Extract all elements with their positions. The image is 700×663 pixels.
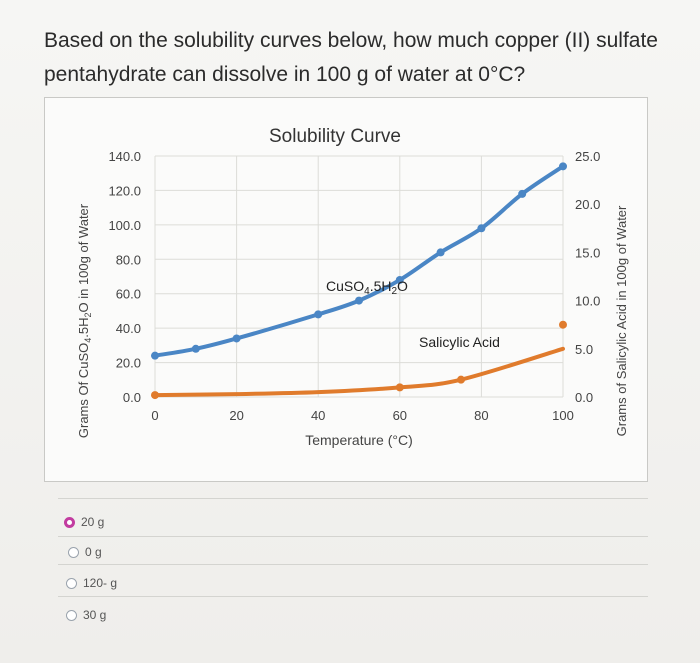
option-4[interactable]: 30 g xyxy=(66,608,106,622)
data-point-salicylic xyxy=(151,391,159,400)
y-left-tick-label: 120.0 xyxy=(108,183,141,198)
data-point-cuso4 xyxy=(518,189,527,198)
data-point-salicylic xyxy=(395,383,404,392)
y-left-label-c: O in 100g of Water xyxy=(76,203,91,312)
y-right-tick-label: 15.0 xyxy=(575,245,600,260)
chart-grid xyxy=(154,155,564,398)
option-4-label: 30 g xyxy=(83,608,107,622)
data-point-salicylic xyxy=(559,320,567,329)
y-axis-right-label: Grams of Salicylic Acid in 100g of Water xyxy=(614,205,629,436)
y-left-tick-label: 60.0 xyxy=(116,287,141,302)
answer-options: 20 g 0 g 120- g 30 g xyxy=(0,498,700,663)
option-1-radio[interactable] xyxy=(64,516,75,528)
y-left-tick-label: 40.0 xyxy=(116,321,141,336)
x-axis-label: Temperature (°C) xyxy=(305,432,413,448)
x-tick-label: 60 xyxy=(393,408,407,423)
chart-frame: 0 20 40 60 80 100 0.0 20.0 40.0 60.0 80.0 100.0 120.… xyxy=(44,97,648,482)
option-2[interactable]: 0 g xyxy=(68,545,102,559)
y-left-label-sub2: 2 xyxy=(83,313,93,318)
option-2-radio[interactable] xyxy=(68,546,79,558)
option-3[interactable]: 120- g xyxy=(66,576,117,590)
chart-title: Solubility Curve xyxy=(269,126,401,147)
data-point-cuso4 xyxy=(355,296,363,305)
y-right-tick-label: 0.0 xyxy=(575,390,593,405)
series-line-cuso4 xyxy=(153,164,565,358)
option-3-radio[interactable] xyxy=(66,577,77,589)
y-left-tick-label: 80.0 xyxy=(116,252,141,267)
y-left-label-b: .5H xyxy=(76,318,91,338)
y-right-tick-label: 5.0 xyxy=(575,342,593,357)
series-line-salicylic xyxy=(153,346,565,398)
data-point-cuso4 xyxy=(232,334,241,343)
annotation-salicylic: Salicylic Acid xyxy=(419,334,500,350)
data-point-cuso4 xyxy=(559,162,567,171)
option-2-label: 0 g xyxy=(85,545,102,559)
y-left-tick-label: 140.0 xyxy=(108,149,141,164)
x-tick-label: 40 xyxy=(311,408,325,423)
y-axis-left-label: Grams Of CuSO4.5H2O in 100g of Water xyxy=(76,203,93,438)
x-tick-label: 100 xyxy=(552,408,574,423)
option-1-label: 20 g xyxy=(81,515,105,529)
data-point-cuso4 xyxy=(151,351,159,360)
y-right-tick-label: 25.0 xyxy=(575,149,600,164)
y-left-label-sub1: 4 xyxy=(83,338,93,343)
y-left-tick-label: 20.0 xyxy=(116,356,141,371)
option-3-label: 120- g xyxy=(83,576,118,590)
y-left-tick-label: 100.0 xyxy=(108,218,141,233)
x-tick-label: 80 xyxy=(474,408,488,423)
y-right-tick-label: 20.0 xyxy=(575,197,600,212)
option-4-radio[interactable] xyxy=(66,609,77,621)
chart-labels: 0 20 40 60 80 1000.020.040.060.080.0100.0120.… xyxy=(108,149,600,423)
question-text: Based on the solubility curves below, ho… xyxy=(44,29,658,86)
divider xyxy=(58,536,648,537)
y-left-tick-label: 0.0 xyxy=(123,390,141,405)
data-point-cuso4 xyxy=(395,275,404,284)
solubility-chart: 0 20 40 60 80 1000.020.040.060.080.0100.0120.… xyxy=(76,126,629,448)
option-1[interactable]: 20 g xyxy=(64,515,104,529)
data-point-salicylic xyxy=(457,375,465,384)
data-point-cuso4 xyxy=(477,224,486,233)
divider xyxy=(58,564,648,565)
y-left-label-a: Grams Of CuSO xyxy=(76,343,91,438)
data-point-cuso4 xyxy=(191,344,200,353)
y-right-tick-label: 10.0 xyxy=(575,294,600,309)
annotation-cuso4: CuSO4.5H2O xyxy=(326,278,408,297)
x-tick-label: 0 xyxy=(151,408,158,423)
x-tick-label: 20 xyxy=(229,408,243,423)
data-point-cuso4 xyxy=(314,310,323,319)
chart-series xyxy=(151,162,567,400)
divider xyxy=(58,596,648,597)
data-point-cuso4 xyxy=(436,248,445,257)
divider xyxy=(58,498,648,499)
